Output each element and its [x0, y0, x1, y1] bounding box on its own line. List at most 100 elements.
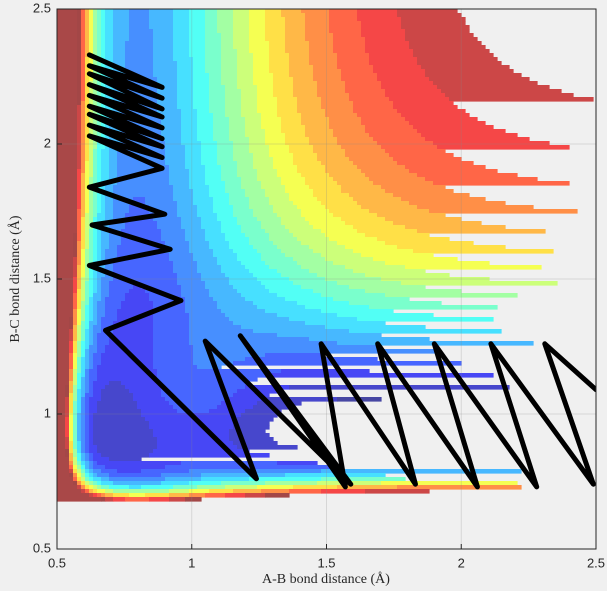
surface-cell — [177, 281, 206, 286]
surface-cell — [93, 273, 98, 278]
surface-cell — [81, 149, 86, 154]
surface-cell — [93, 341, 98, 346]
surface-cell — [109, 285, 134, 290]
surface-cell — [233, 153, 254, 158]
surface-cell — [193, 253, 214, 258]
surface-cell — [57, 237, 74, 242]
surface-cell — [233, 425, 270, 430]
surface-cell — [417, 173, 518, 178]
surface-cell — [269, 45, 286, 50]
surface-cell — [77, 289, 82, 294]
surface-cell — [149, 453, 270, 458]
surface-cell — [101, 477, 110, 482]
surface-cell — [433, 181, 570, 186]
surface-cell — [57, 113, 78, 118]
surface-cell — [281, 125, 306, 130]
surface-cell — [149, 421, 238, 426]
surface-cell — [289, 385, 510, 390]
surface-cell — [89, 269, 94, 274]
surface-cell — [105, 213, 114, 218]
surface-cell — [125, 57, 154, 62]
surface-cell — [85, 141, 90, 146]
surface-cell — [305, 181, 338, 186]
surface-cell — [393, 221, 482, 226]
surface-cell — [177, 409, 210, 414]
surface-cell — [77, 177, 82, 182]
surface-cell — [365, 49, 414, 54]
surface-cell — [157, 93, 178, 98]
surface-cell — [77, 361, 82, 366]
surface-cell — [89, 489, 94, 494]
surface-cell — [97, 53, 102, 58]
surface-cell — [85, 421, 90, 426]
surface-cell — [77, 333, 82, 338]
surface-cell — [113, 69, 126, 74]
surface-cell — [213, 297, 246, 302]
surface-cell — [109, 245, 118, 250]
surface-cell — [73, 461, 78, 466]
surface-cell — [85, 333, 90, 338]
surface-cell — [205, 25, 218, 30]
surface-cell — [81, 29, 86, 34]
surface-cell — [361, 253, 434, 258]
surface-cell — [189, 17, 206, 22]
surface-cell — [85, 205, 90, 210]
surface-cell — [97, 337, 110, 342]
surface-cell — [345, 245, 398, 250]
surface-cell — [81, 109, 86, 114]
surface-cell — [237, 69, 254, 74]
surface-cell — [85, 265, 90, 270]
surface-cell — [217, 153, 234, 158]
surface-cell — [77, 425, 82, 430]
surface-cell — [193, 201, 214, 206]
surface-cell — [425, 177, 538, 182]
surface-cell — [81, 93, 86, 98]
surface-cell — [93, 161, 98, 166]
surface-cell — [265, 33, 286, 38]
surface-cell — [269, 289, 314, 294]
surface-cell — [253, 273, 282, 278]
surface-cell — [349, 301, 442, 306]
surface-cell — [93, 69, 98, 74]
surface-cell — [233, 205, 250, 210]
surface-cell — [57, 185, 78, 190]
surface-cell — [185, 157, 202, 162]
surface-cell — [265, 309, 322, 314]
surface-cell — [321, 469, 522, 474]
surface-cell — [217, 405, 254, 410]
surface-cell — [81, 225, 86, 230]
surface-cell — [193, 77, 210, 82]
surface-cell — [77, 201, 82, 206]
surface-cell — [77, 161, 82, 166]
surface-cell — [269, 49, 286, 54]
surface-cell — [105, 185, 114, 190]
surface-cell — [101, 173, 110, 178]
surface-cell — [73, 357, 78, 362]
surface-cell — [97, 445, 158, 450]
surface-cell — [89, 169, 94, 174]
surface-cell — [249, 37, 266, 42]
surface-cell — [241, 181, 262, 186]
surface-cell — [129, 389, 162, 394]
surface-cell — [229, 193, 246, 198]
surface-cell — [209, 289, 238, 294]
surface-cell — [65, 453, 70, 458]
surface-cell — [97, 101, 102, 106]
surface-cell — [101, 321, 114, 326]
surface-cell — [233, 145, 250, 150]
surface-cell — [105, 493, 114, 498]
surface-cell — [153, 317, 190, 322]
surface-cell — [365, 173, 418, 178]
surface-cell — [321, 309, 394, 314]
surface-cell — [97, 121, 102, 126]
surface-cell — [93, 313, 98, 318]
surface-cell — [73, 297, 78, 302]
surface-cell — [89, 429, 94, 434]
surface-cell — [197, 205, 214, 210]
surface-cell — [237, 65, 254, 70]
surface-cell — [233, 141, 250, 146]
surface-cell — [105, 205, 114, 210]
surface-cell — [89, 453, 94, 458]
surface-cell — [77, 117, 82, 122]
surface-cell — [81, 269, 86, 274]
